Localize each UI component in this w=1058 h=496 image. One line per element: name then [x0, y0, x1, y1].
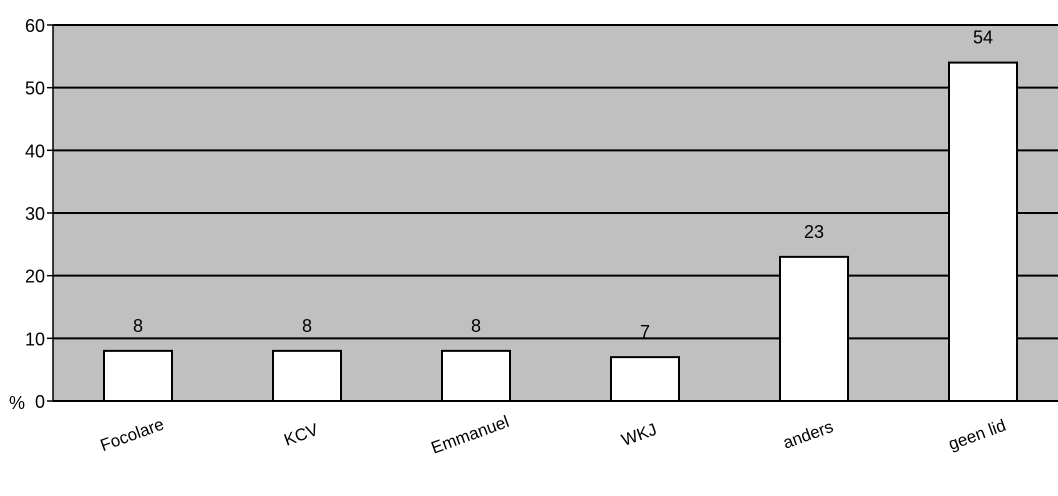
data-labels: 8 8 8 7 23 54 — [133, 28, 993, 343]
y-tick-label: 40 — [25, 141, 45, 161]
x-tick-label: geen lid — [946, 416, 1008, 454]
y-tick-label: 50 — [25, 79, 45, 99]
y-tick-label: 60 — [25, 16, 45, 36]
y-tick-label: 30 — [25, 204, 45, 224]
gridlines — [53, 24, 1058, 402]
bar-emmanuel — [441, 349, 511, 403]
x-tick-label: Focolare — [98, 415, 167, 455]
x-tick-label: KCV — [281, 420, 321, 450]
data-label: 23 — [804, 222, 824, 242]
bar-geen-lid — [948, 61, 1018, 402]
data-label: 54 — [973, 28, 993, 48]
y-tick-label: 10 — [25, 329, 45, 349]
x-tick-label: WKJ — [619, 420, 659, 450]
x-tick-label: anders — [780, 417, 835, 453]
data-label: 8 — [133, 316, 143, 336]
y-tick-label: 0 — [35, 392, 45, 412]
bars — [103, 61, 1018, 403]
y-axis-ticks: 0 10 20 30 40 50 60 — [25, 16, 53, 412]
data-label: 7 — [640, 322, 650, 342]
y-tick-label: 20 — [25, 267, 45, 287]
x-tick-label: Emmanuel — [429, 412, 512, 458]
bar-anders — [779, 255, 849, 402]
bar-kcv — [272, 349, 342, 403]
y-axis-label: % — [9, 393, 25, 413]
x-axis-ticks: Focolare KCV Emmanuel WKJ anders geen lid — [98, 412, 1009, 458]
data-label: 8 — [302, 316, 312, 336]
bar-focolare — [103, 349, 173, 403]
data-label: 8 — [471, 316, 481, 336]
bar-wkj — [610, 356, 680, 402]
